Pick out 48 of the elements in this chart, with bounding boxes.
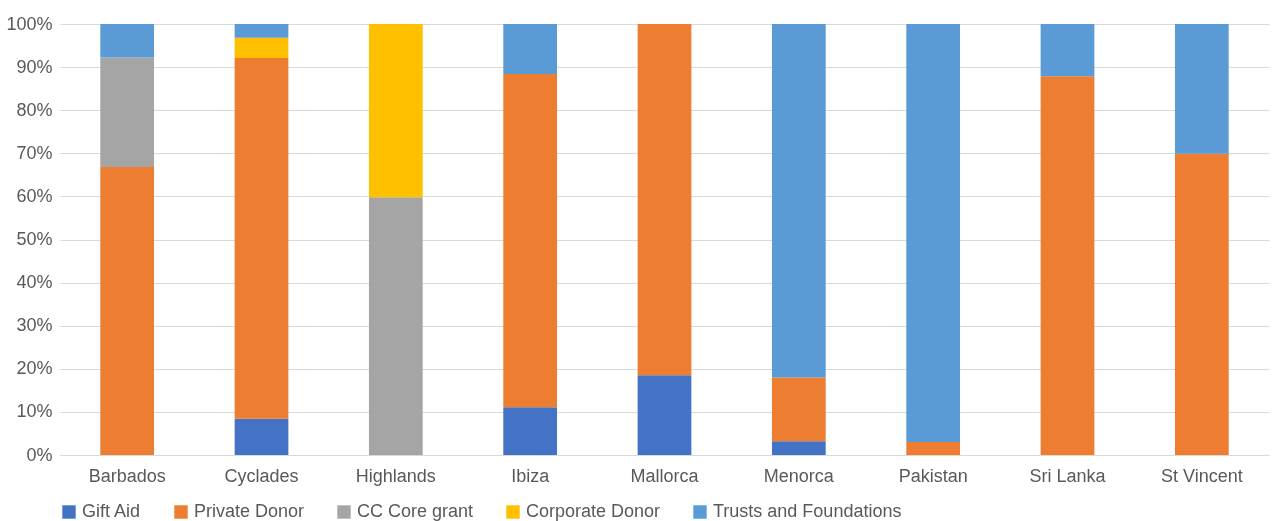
legend-label: Private Donor: [194, 501, 305, 521]
y-tick-label: 40%: [16, 272, 53, 293]
bar: [771, 441, 826, 455]
bar: [234, 24, 289, 38]
bar: [1040, 24, 1095, 77]
bar: [1174, 24, 1229, 154]
bar: [100, 24, 155, 58]
legend-label: Corporate Donor: [526, 501, 661, 521]
bar: [503, 24, 558, 74]
x-tick-label: Ibiza: [511, 465, 551, 486]
bar: [100, 167, 155, 455]
bar: [1174, 153, 1229, 455]
legend-label: Trusts and Foundations: [713, 501, 902, 521]
y-tick-label: 20%: [16, 358, 53, 379]
bar: [1040, 76, 1095, 455]
x-tick-label: Mallorca: [630, 465, 700, 486]
bar: [234, 37, 289, 59]
bar: [100, 57, 155, 168]
y-tick-label: 0%: [26, 444, 53, 465]
bar: [368, 24, 423, 198]
bar: [906, 24, 961, 443]
y-tick-label: 70%: [16, 142, 53, 163]
legend-label: Gift Aid: [82, 501, 141, 521]
y-tick-label: 10%: [16, 401, 53, 422]
x-tick-label: Sri Lanka: [1029, 465, 1107, 486]
bar: [637, 24, 692, 376]
bar: [503, 74, 558, 408]
bar: [906, 442, 961, 455]
y-tick-label: 50%: [16, 229, 53, 249]
x-tick-label: Barbados: [88, 465, 166, 486]
bar: [503, 407, 558, 455]
bar: [771, 24, 826, 378]
bar: [368, 197, 423, 455]
y-tick-label: 80%: [16, 99, 53, 120]
y-tick-label: 60%: [16, 185, 53, 206]
x-tick-label: Highlands: [355, 465, 436, 486]
x-tick-label: Menorca: [763, 465, 835, 486]
y-tick-label: 90%: [16, 56, 53, 77]
bar: [637, 375, 692, 455]
bar: [234, 58, 289, 419]
y-tick-label: 30%: [16, 315, 53, 336]
bar: [771, 377, 826, 442]
x-tick-label: St Vincent: [1160, 465, 1243, 486]
y-tick-label: 100%: [6, 13, 53, 34]
bar: [234, 418, 289, 455]
x-tick-label: Cyclades: [224, 465, 299, 486]
legend-label: CC Core grant: [357, 501, 474, 521]
x-tick-label: Pakistan: [898, 465, 968, 486]
